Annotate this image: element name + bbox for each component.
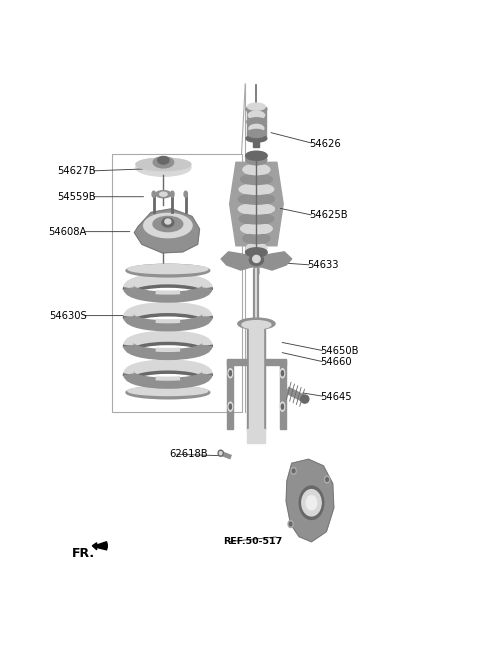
Ellipse shape: [160, 192, 167, 196]
Text: 54625B: 54625B: [309, 210, 348, 221]
Ellipse shape: [243, 233, 270, 244]
Ellipse shape: [171, 191, 174, 197]
Bar: [248, 327, 265, 430]
Bar: [228, 360, 233, 429]
Polygon shape: [92, 542, 107, 550]
Ellipse shape: [246, 135, 267, 142]
Ellipse shape: [239, 194, 275, 205]
Text: 54645: 54645: [321, 392, 352, 401]
Text: REF.50-517: REF.50-517: [223, 537, 282, 546]
Ellipse shape: [246, 248, 267, 257]
Ellipse shape: [248, 129, 265, 137]
Text: 54608A: 54608A: [48, 227, 87, 237]
Text: 54559B: 54559B: [57, 192, 96, 202]
Ellipse shape: [243, 233, 270, 244]
Ellipse shape: [239, 194, 275, 204]
Ellipse shape: [239, 204, 275, 215]
Ellipse shape: [152, 191, 156, 197]
Ellipse shape: [246, 151, 267, 160]
Ellipse shape: [246, 154, 267, 166]
Polygon shape: [229, 162, 283, 246]
Ellipse shape: [144, 214, 192, 238]
Polygon shape: [254, 258, 259, 273]
Ellipse shape: [246, 242, 267, 254]
Text: 54633: 54633: [307, 260, 339, 270]
Polygon shape: [134, 209, 200, 253]
Ellipse shape: [239, 214, 274, 224]
Ellipse shape: [239, 184, 274, 195]
Bar: [112, 154, 241, 412]
Ellipse shape: [281, 371, 284, 376]
Bar: [228, 359, 286, 365]
Ellipse shape: [243, 164, 270, 175]
Ellipse shape: [239, 184, 274, 194]
Polygon shape: [221, 252, 292, 270]
Ellipse shape: [239, 204, 275, 214]
Ellipse shape: [243, 164, 270, 175]
Ellipse shape: [228, 369, 233, 378]
Ellipse shape: [156, 191, 171, 198]
Ellipse shape: [300, 395, 309, 403]
Ellipse shape: [184, 191, 187, 197]
Text: 54650B: 54650B: [321, 346, 359, 356]
Text: 62618B: 62618B: [170, 449, 208, 459]
Ellipse shape: [239, 214, 274, 225]
Ellipse shape: [299, 486, 324, 520]
Ellipse shape: [136, 158, 191, 176]
Ellipse shape: [241, 223, 272, 234]
Ellipse shape: [242, 321, 271, 328]
Ellipse shape: [219, 451, 222, 455]
Text: 54626: 54626: [309, 139, 341, 148]
Bar: [253, 138, 259, 147]
Bar: [249, 327, 264, 430]
Ellipse shape: [128, 265, 208, 273]
Ellipse shape: [241, 223, 272, 234]
Ellipse shape: [228, 402, 233, 411]
Ellipse shape: [248, 111, 264, 120]
Ellipse shape: [247, 118, 266, 126]
Ellipse shape: [280, 402, 285, 411]
Text: 54627B: 54627B: [57, 166, 96, 176]
Ellipse shape: [281, 404, 284, 409]
Ellipse shape: [162, 218, 174, 227]
Ellipse shape: [238, 318, 275, 329]
Ellipse shape: [241, 174, 272, 185]
Ellipse shape: [158, 156, 169, 164]
Ellipse shape: [292, 469, 295, 472]
Ellipse shape: [252, 256, 260, 263]
Ellipse shape: [291, 467, 296, 474]
Bar: [248, 429, 265, 443]
Ellipse shape: [249, 124, 264, 133]
Ellipse shape: [289, 522, 292, 526]
Ellipse shape: [229, 371, 231, 376]
Ellipse shape: [136, 158, 191, 171]
Ellipse shape: [248, 103, 265, 110]
Ellipse shape: [126, 386, 210, 399]
Ellipse shape: [153, 157, 174, 168]
Ellipse shape: [246, 155, 267, 165]
Bar: [247, 106, 266, 137]
Text: FR.: FR.: [72, 547, 95, 560]
Ellipse shape: [288, 520, 293, 528]
Ellipse shape: [306, 495, 317, 510]
Text: 54630S: 54630S: [49, 311, 87, 321]
Ellipse shape: [324, 476, 330, 483]
Ellipse shape: [246, 243, 267, 254]
Ellipse shape: [326, 478, 328, 482]
Ellipse shape: [246, 105, 267, 113]
Ellipse shape: [126, 264, 210, 277]
Ellipse shape: [218, 450, 223, 456]
Ellipse shape: [280, 369, 285, 378]
Ellipse shape: [165, 219, 171, 224]
Ellipse shape: [302, 489, 321, 516]
Ellipse shape: [153, 216, 183, 232]
Ellipse shape: [249, 254, 264, 265]
Text: 54660: 54660: [321, 357, 352, 367]
Ellipse shape: [229, 404, 231, 409]
Ellipse shape: [128, 386, 208, 396]
Polygon shape: [286, 459, 334, 542]
Ellipse shape: [241, 174, 272, 185]
Bar: [280, 360, 286, 429]
